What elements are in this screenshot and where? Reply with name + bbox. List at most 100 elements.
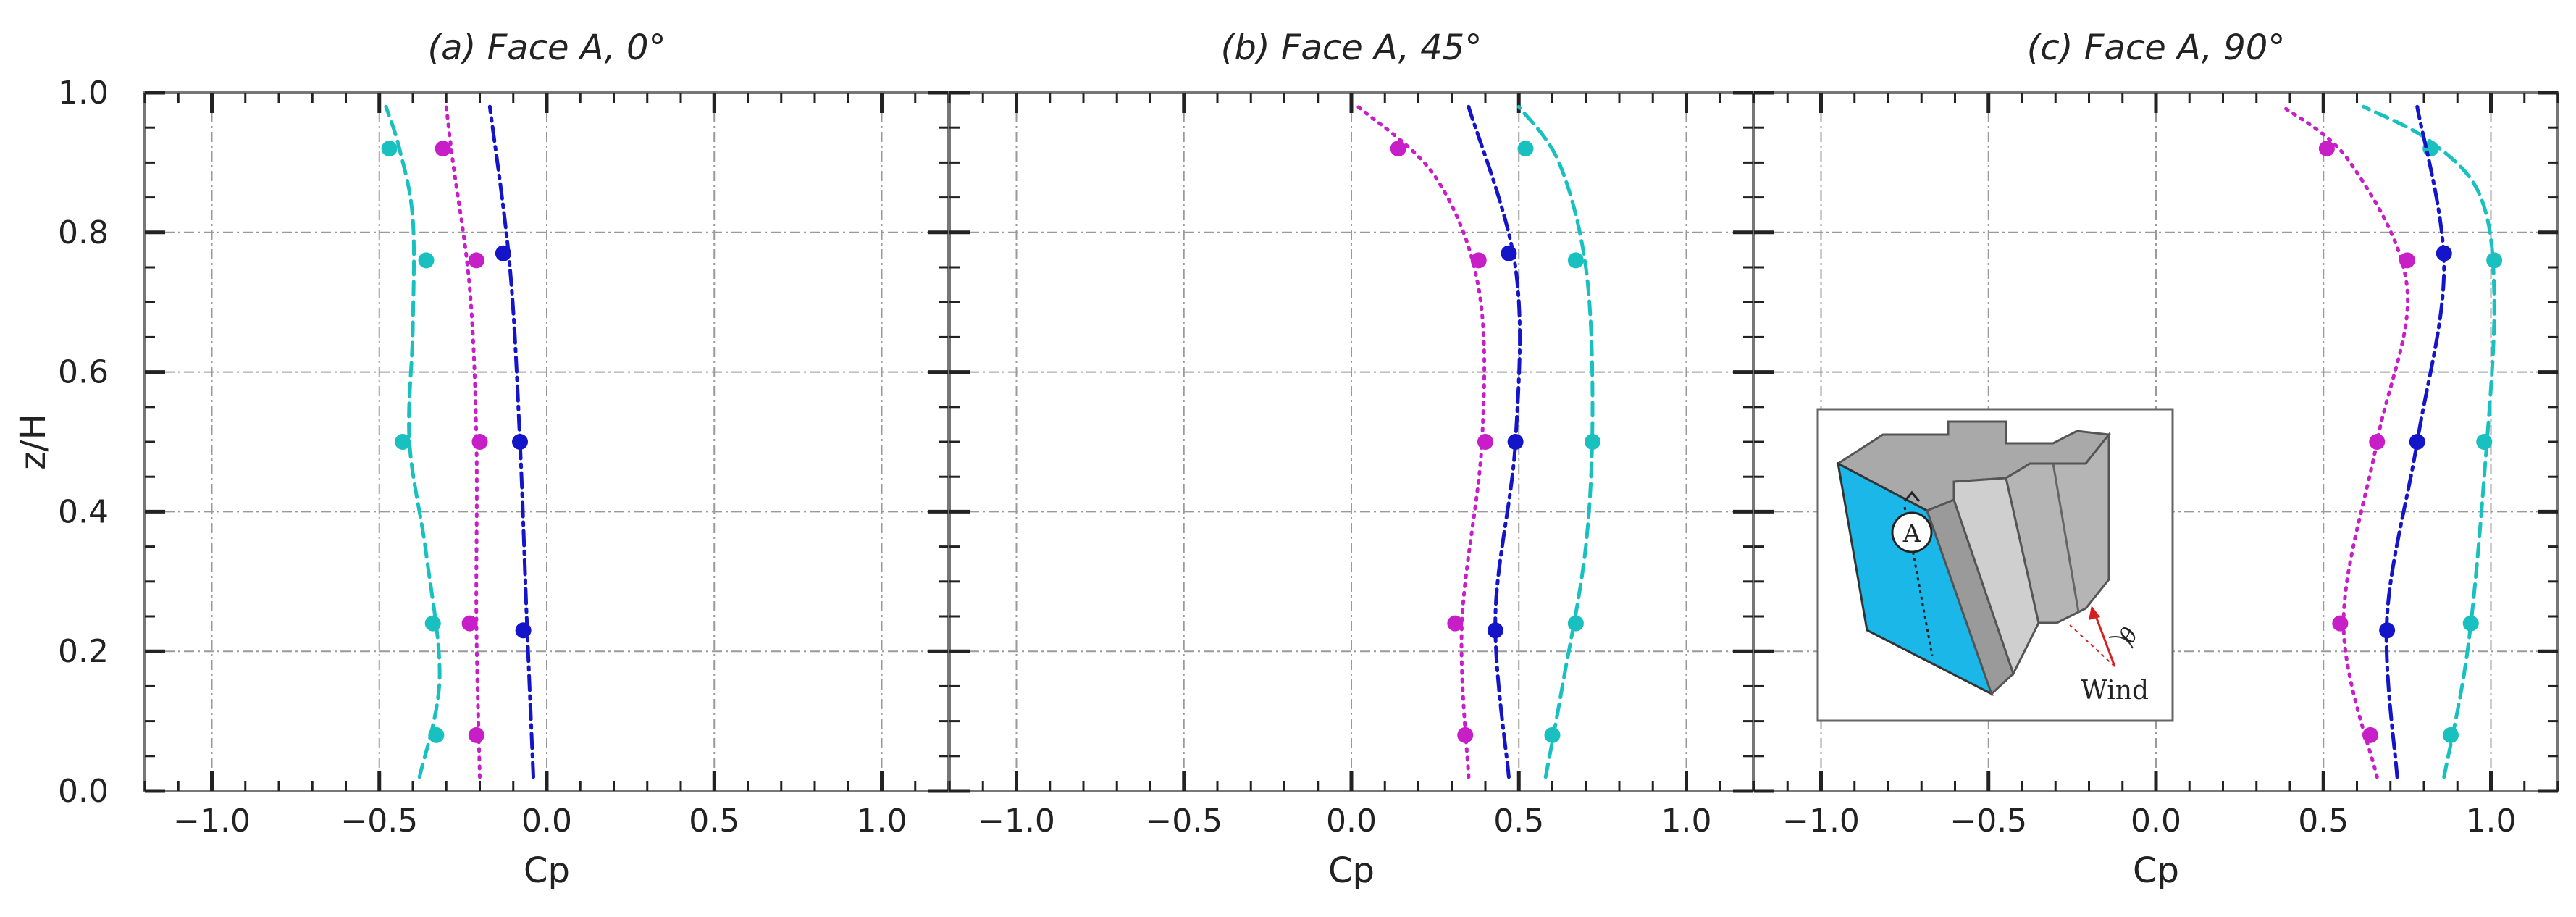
panel-face-a-90deg: (c) Face A, 90° −1.0 −0.5 0.0 0.5 1.0 Cp xyxy=(1753,28,2559,891)
data-point-blue xyxy=(2436,245,2452,261)
data-point-blue xyxy=(1487,622,1503,639)
x-tick-label: −0.5 xyxy=(1950,803,2027,839)
y-tick-label: 1.0 xyxy=(58,75,109,112)
x-tick-label: −1.0 xyxy=(173,803,251,839)
data-point-blue xyxy=(495,245,511,261)
building-edge xyxy=(2052,463,2080,613)
x-tick-labels: −1.0 −0.5 0.0 0.5 1.0 xyxy=(978,803,1711,839)
y-axis-label: z/H xyxy=(13,414,54,469)
x-tick-labels: −1.0 −0.5 0.0 0.5 1.0 xyxy=(1782,803,2516,839)
data-point-cyan xyxy=(428,727,445,743)
data-point-cyan xyxy=(1567,252,1584,269)
panel-title: (a) Face A, 0° xyxy=(427,28,666,68)
data-point-magenta xyxy=(1470,252,1487,269)
series-group xyxy=(1356,104,1600,779)
data-point-blue xyxy=(1501,245,1517,261)
data-point-magenta xyxy=(2362,727,2378,743)
x-tick-label: 1.0 xyxy=(1661,803,1712,839)
x-axis-label: Cp xyxy=(2133,850,2179,891)
data-point-magenta xyxy=(1457,727,1474,743)
axis-ticks xyxy=(1753,91,2559,793)
x-tick-label: 0.0 xyxy=(521,803,572,839)
panel-title: (b) Face A, 45° xyxy=(1221,28,1482,68)
x-tick-label: 0.5 xyxy=(2298,803,2349,839)
data-point-cyan xyxy=(2462,615,2479,632)
data-point-magenta xyxy=(471,434,488,450)
face-a-caret xyxy=(1903,490,1921,502)
data-point-blue xyxy=(2379,622,2396,639)
y-tick-label: 0.0 xyxy=(58,773,109,810)
data-point-magenta xyxy=(468,252,484,269)
data-point-magenta xyxy=(2399,252,2415,269)
data-point-cyan xyxy=(418,252,435,269)
wind-arrow xyxy=(2094,614,2116,667)
x-tick-label: 1.0 xyxy=(2466,803,2517,839)
series-line-magenta xyxy=(2281,104,2410,779)
wind-arrow-head xyxy=(2089,606,2100,620)
data-point-magenta xyxy=(435,141,451,157)
series-line-cyan xyxy=(1516,104,1595,779)
y-tick-label: 0.2 xyxy=(58,633,109,670)
data-point-blue xyxy=(515,622,532,639)
grid-lines xyxy=(949,92,1753,792)
panel-face-a-45deg: (b) Face A, 45° −1.0 −0.5 0.0 0.5 1.0 Cp xyxy=(948,28,1755,891)
wind-reference-line xyxy=(2069,624,2115,667)
series-group xyxy=(2281,104,2503,779)
building-inset: A θ Wind xyxy=(1816,408,2174,722)
x-tick-labels: −1.0 −0.5 0.0 0.5 1.0 xyxy=(173,803,907,839)
data-point-cyan xyxy=(1544,727,1561,743)
grid-lines xyxy=(145,92,949,792)
building-back-wing xyxy=(2005,431,2110,624)
x-tick-label: 0.0 xyxy=(1326,803,1377,839)
series-line-cyan xyxy=(2362,104,2496,779)
data-point-blue xyxy=(2409,434,2425,450)
data-point-cyan xyxy=(381,141,398,157)
data-point-magenta xyxy=(2332,615,2349,632)
face-centerline xyxy=(1903,506,1934,656)
x-tick-label: 0.5 xyxy=(689,803,739,839)
x-tick-label: 1.0 xyxy=(857,803,907,839)
series-line-magenta xyxy=(1356,104,1487,779)
data-point-cyan xyxy=(424,615,441,632)
panel-title: (c) Face A, 90° xyxy=(2027,28,2286,68)
data-point-cyan xyxy=(2476,434,2493,450)
y-tick-label: 0.8 xyxy=(58,214,109,251)
data-point-magenta xyxy=(2369,434,2386,450)
data-point-cyan xyxy=(395,434,411,450)
wind-label: Wind xyxy=(2081,676,2149,705)
x-axis-label: Cp xyxy=(524,850,570,891)
series-line-cyan xyxy=(384,104,442,779)
x-tick-label: 0.0 xyxy=(2131,803,2181,839)
x-axis-label: Cp xyxy=(1328,850,1375,891)
series-group xyxy=(381,104,535,779)
building-inner-wall xyxy=(1952,477,2040,677)
x-tick-label: −1.0 xyxy=(1782,803,1860,839)
series-line-blue xyxy=(487,104,535,779)
data-point-magenta xyxy=(461,615,478,632)
data-point-cyan xyxy=(1517,141,1534,157)
data-point-cyan xyxy=(1585,434,1600,450)
data-point-blue xyxy=(512,434,528,450)
y-tick-label: 0.6 xyxy=(58,354,109,391)
face-a-label: A xyxy=(1902,519,1921,548)
y-tick-labels: 0.0 0.2 0.4 0.6 0.8 1.0 xyxy=(58,75,109,810)
data-point-cyan xyxy=(2443,727,2459,743)
data-point-magenta xyxy=(1477,434,1493,450)
data-point-magenta xyxy=(468,727,484,743)
data-point-magenta xyxy=(2318,141,2335,157)
face-a-marker xyxy=(1891,511,1933,553)
panel-face-a-0deg: (a) Face A, 0° −1.0 −0.5 0.0 0.5 1.0 Cp xyxy=(143,28,950,891)
angle-arc xyxy=(2108,636,2134,649)
data-point-magenta xyxy=(1390,141,1406,157)
y-tick-label: 0.4 xyxy=(58,493,109,530)
data-point-cyan xyxy=(1567,615,1584,632)
data-point-cyan xyxy=(2486,252,2503,269)
series-line-magenta xyxy=(444,104,482,779)
data-point-blue xyxy=(1507,434,1524,450)
x-tick-label: −1.0 xyxy=(978,803,1055,839)
data-point-magenta xyxy=(1447,615,1464,632)
x-tick-label: −0.5 xyxy=(1145,803,1222,839)
x-tick-label: −0.5 xyxy=(340,803,418,839)
x-tick-label: 0.5 xyxy=(1493,803,1544,839)
